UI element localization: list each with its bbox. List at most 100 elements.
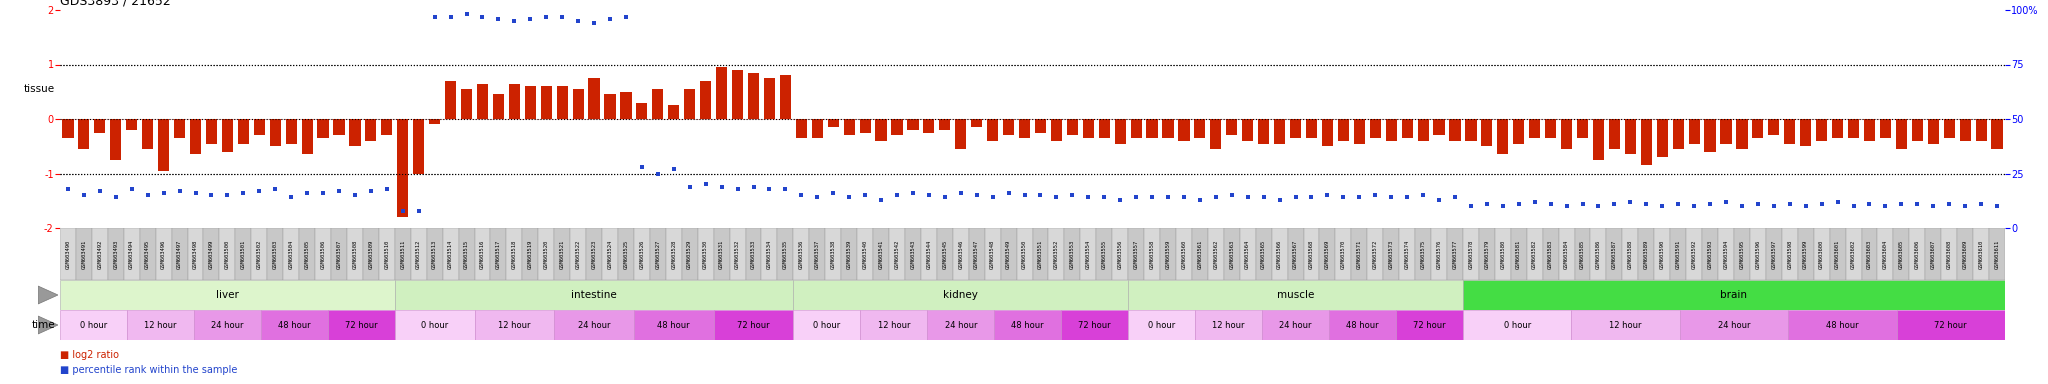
Bar xyxy=(874,119,887,141)
Bar xyxy=(78,119,90,149)
Point xyxy=(291,190,324,196)
Bar xyxy=(1049,228,1065,280)
Bar xyxy=(713,310,793,340)
Text: GSM603505: GSM603505 xyxy=(305,239,309,269)
Point xyxy=(387,207,420,214)
Bar xyxy=(270,119,281,146)
Point xyxy=(1597,201,1630,207)
Text: GSM603568: GSM603568 xyxy=(1309,239,1315,269)
Bar xyxy=(1114,119,1126,144)
Bar xyxy=(668,105,680,119)
Bar xyxy=(1004,119,1014,135)
Text: GSM603492: GSM603492 xyxy=(98,239,102,269)
Bar xyxy=(1720,119,1733,144)
Text: GSM603534: GSM603534 xyxy=(766,239,772,269)
Bar xyxy=(1417,119,1430,141)
Text: GSM603608: GSM603608 xyxy=(1948,239,1952,269)
Text: ■ log2 ratio: ■ log2 ratio xyxy=(59,350,119,360)
Text: GSM603524: GSM603524 xyxy=(608,239,612,269)
Bar xyxy=(797,119,807,138)
Point xyxy=(115,186,147,192)
Text: GSM603598: GSM603598 xyxy=(1788,239,1792,269)
Bar xyxy=(1673,119,1683,149)
Point xyxy=(1534,201,1567,207)
Point xyxy=(1024,192,1057,199)
Bar xyxy=(1735,228,1749,280)
Text: GSM603585: GSM603585 xyxy=(1579,239,1585,269)
Text: 0 hour: 0 hour xyxy=(813,321,840,329)
Bar xyxy=(1462,310,1571,340)
Bar xyxy=(1450,119,1460,141)
Point xyxy=(881,192,913,199)
Point xyxy=(834,194,866,200)
Bar xyxy=(59,280,395,310)
Bar xyxy=(1909,228,1925,280)
Bar xyxy=(1622,228,1638,280)
Point xyxy=(178,190,211,196)
Bar xyxy=(1096,228,1112,280)
Bar xyxy=(1815,228,1829,280)
Text: GSM603520: GSM603520 xyxy=(545,239,549,269)
Point xyxy=(928,194,961,200)
Bar xyxy=(586,228,602,280)
Point xyxy=(1901,201,1933,207)
Text: GSM603528: GSM603528 xyxy=(672,239,676,269)
Bar xyxy=(1401,119,1413,138)
Point xyxy=(690,181,723,187)
Point xyxy=(657,166,690,172)
Bar xyxy=(158,119,170,171)
Bar xyxy=(1991,119,2003,149)
Text: GSM603543: GSM603543 xyxy=(911,239,915,269)
Bar xyxy=(395,228,412,280)
Bar xyxy=(1307,119,1317,138)
Text: GSM603507: GSM603507 xyxy=(336,239,342,269)
Bar xyxy=(1911,119,1923,141)
Bar xyxy=(195,310,260,340)
Bar xyxy=(860,310,928,340)
Text: 0 hour: 0 hour xyxy=(1149,321,1176,329)
Bar xyxy=(793,280,1128,310)
Bar xyxy=(573,89,584,119)
Bar xyxy=(1337,119,1350,141)
Point xyxy=(578,20,610,26)
Bar xyxy=(1239,228,1255,280)
Text: 24 hour: 24 hour xyxy=(1718,321,1751,329)
Text: GSM603503: GSM603503 xyxy=(272,239,279,269)
Bar xyxy=(602,228,618,280)
Bar xyxy=(748,73,760,119)
Bar xyxy=(1194,119,1206,138)
Bar xyxy=(1128,310,1196,340)
Point xyxy=(1503,201,1536,207)
Point xyxy=(1470,201,1503,207)
Bar xyxy=(381,119,393,135)
Bar xyxy=(1495,228,1511,280)
Bar xyxy=(1227,119,1237,135)
Bar xyxy=(379,228,395,280)
Text: GSM603516: GSM603516 xyxy=(479,239,485,269)
Bar xyxy=(1479,228,1495,280)
Text: GSM603562: GSM603562 xyxy=(1212,239,1219,269)
Text: GSM603592: GSM603592 xyxy=(1692,239,1696,269)
Text: GSM603526: GSM603526 xyxy=(639,239,645,269)
Bar xyxy=(1481,119,1493,146)
Bar xyxy=(94,119,104,132)
Bar xyxy=(635,310,713,340)
Bar xyxy=(555,310,635,340)
Text: GSM603532: GSM603532 xyxy=(735,239,739,269)
Bar xyxy=(1352,228,1368,280)
Text: GSM603529: GSM603529 xyxy=(688,239,692,269)
Point xyxy=(1950,203,1982,209)
Bar xyxy=(1145,228,1159,280)
Text: GSM603495: GSM603495 xyxy=(145,239,150,269)
Point xyxy=(1518,199,1550,205)
Bar xyxy=(1192,228,1208,280)
Text: GSM603605: GSM603605 xyxy=(1898,239,1905,269)
Bar xyxy=(637,103,647,119)
Bar xyxy=(825,228,842,280)
Text: 24 hour: 24 hour xyxy=(944,321,977,329)
Point xyxy=(977,194,1010,200)
Text: GSM603508: GSM603508 xyxy=(352,239,358,269)
Bar xyxy=(346,228,362,280)
Point xyxy=(1008,192,1040,199)
Bar xyxy=(905,228,922,280)
